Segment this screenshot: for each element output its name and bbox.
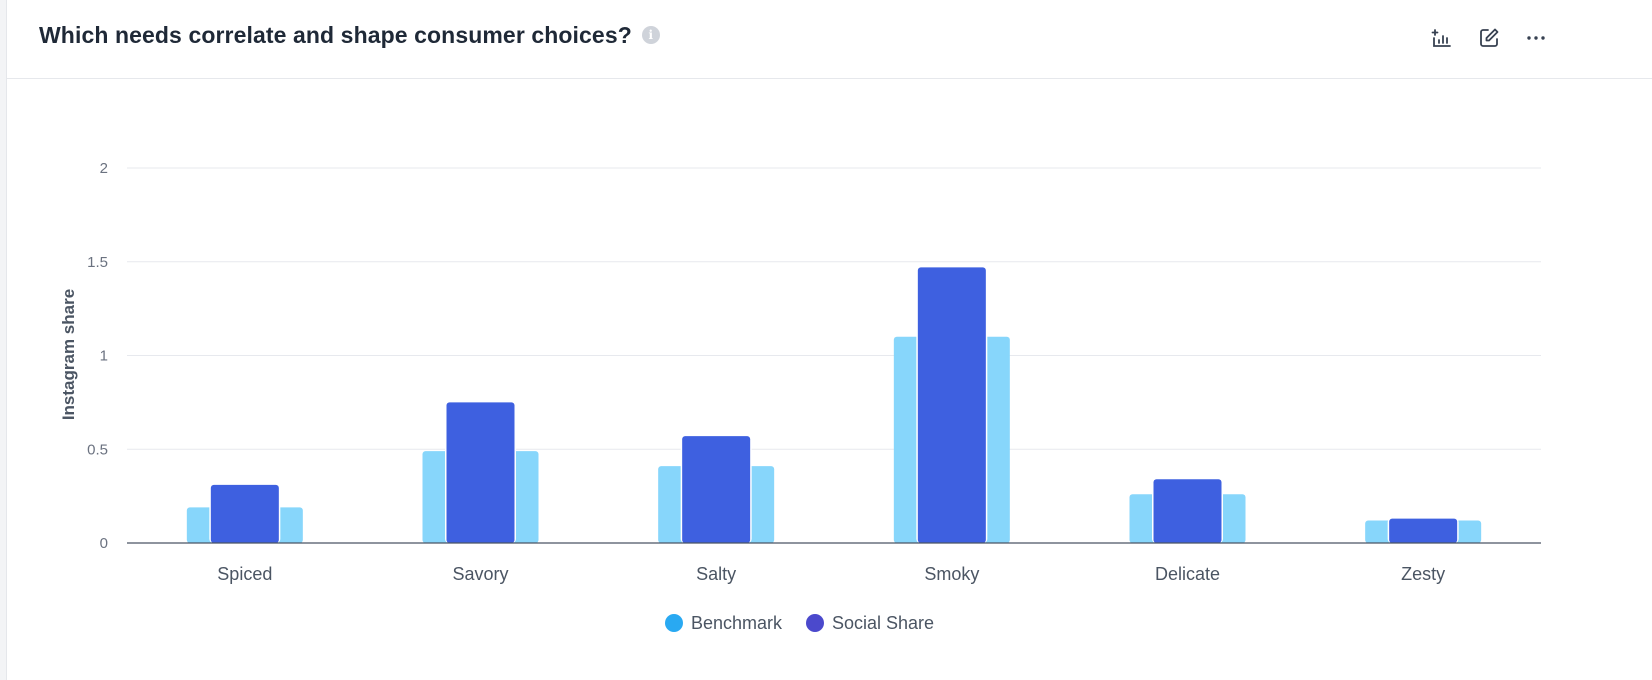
- more-icon[interactable]: [1522, 24, 1550, 52]
- y-tick-label: 1.5: [87, 254, 108, 271]
- bar-social-share: [917, 267, 986, 543]
- y-tick-label: 1: [100, 348, 108, 365]
- bar-group-spiced: [186, 484, 303, 543]
- bar-social-share: [1389, 518, 1458, 543]
- bar-group-delicate: [1129, 478, 1246, 543]
- bar-chart: 0 0.5 1 1.5 2 Spiced Savory Salty Smoky Delicate…: [59, 160, 1541, 633]
- legend-swatch: [665, 614, 683, 632]
- legend-swatch: [806, 614, 824, 632]
- bar-social-share: [210, 484, 279, 543]
- legend-label: Social Share: [832, 613, 934, 633]
- bar-social-share: [446, 402, 515, 543]
- x-tick-label: Salty: [696, 564, 736, 584]
- y-tick-label: 2: [100, 160, 108, 177]
- y-axis-ticks: 0 0.5 1 1.5 2: [87, 160, 108, 552]
- x-axis-labels: Spiced Savory Salty Smoky Delicate Zesty: [217, 564, 1445, 584]
- x-tick-label: Smoky: [924, 564, 979, 584]
- gridlines: [127, 167, 1541, 450]
- bar-group-savory: [422, 401, 539, 543]
- legend: Benchmark Social Share: [665, 613, 934, 633]
- y-axis-title: Instagram share: [59, 289, 78, 420]
- bar-social-share: [1153, 479, 1222, 543]
- bar-social-share: [682, 436, 751, 543]
- y-tick-label: 0.5: [87, 441, 108, 458]
- x-tick-label: Zesty: [1401, 564, 1445, 584]
- bar-group-zesty: [1365, 518, 1482, 543]
- chart-title: Which needs correlate and shape consumer…: [39, 22, 660, 49]
- legend-item-social-share: Social Share: [806, 613, 934, 633]
- legend-label: Benchmark: [691, 613, 783, 633]
- y-tick-label: 0: [100, 535, 108, 552]
- bar-group-smoky: [893, 266, 1010, 543]
- add-chart-icon[interactable]: [1428, 24, 1456, 52]
- bar-group-salty: [658, 435, 775, 543]
- card-header: Which needs correlate and shape consumer…: [7, 0, 1652, 79]
- legend-item-benchmark: Benchmark: [665, 613, 783, 633]
- x-tick-label: Savory: [452, 564, 508, 584]
- chart-title-text: Which needs correlate and shape consumer…: [39, 22, 632, 48]
- x-tick-label: Spiced: [217, 564, 272, 584]
- info-icon[interactable]: i: [641, 25, 660, 44]
- chart-card: Which needs correlate and shape consumer…: [6, 0, 1652, 680]
- bars: [186, 266, 1482, 543]
- edit-icon[interactable]: [1475, 24, 1503, 52]
- x-tick-label: Delicate: [1155, 564, 1220, 584]
